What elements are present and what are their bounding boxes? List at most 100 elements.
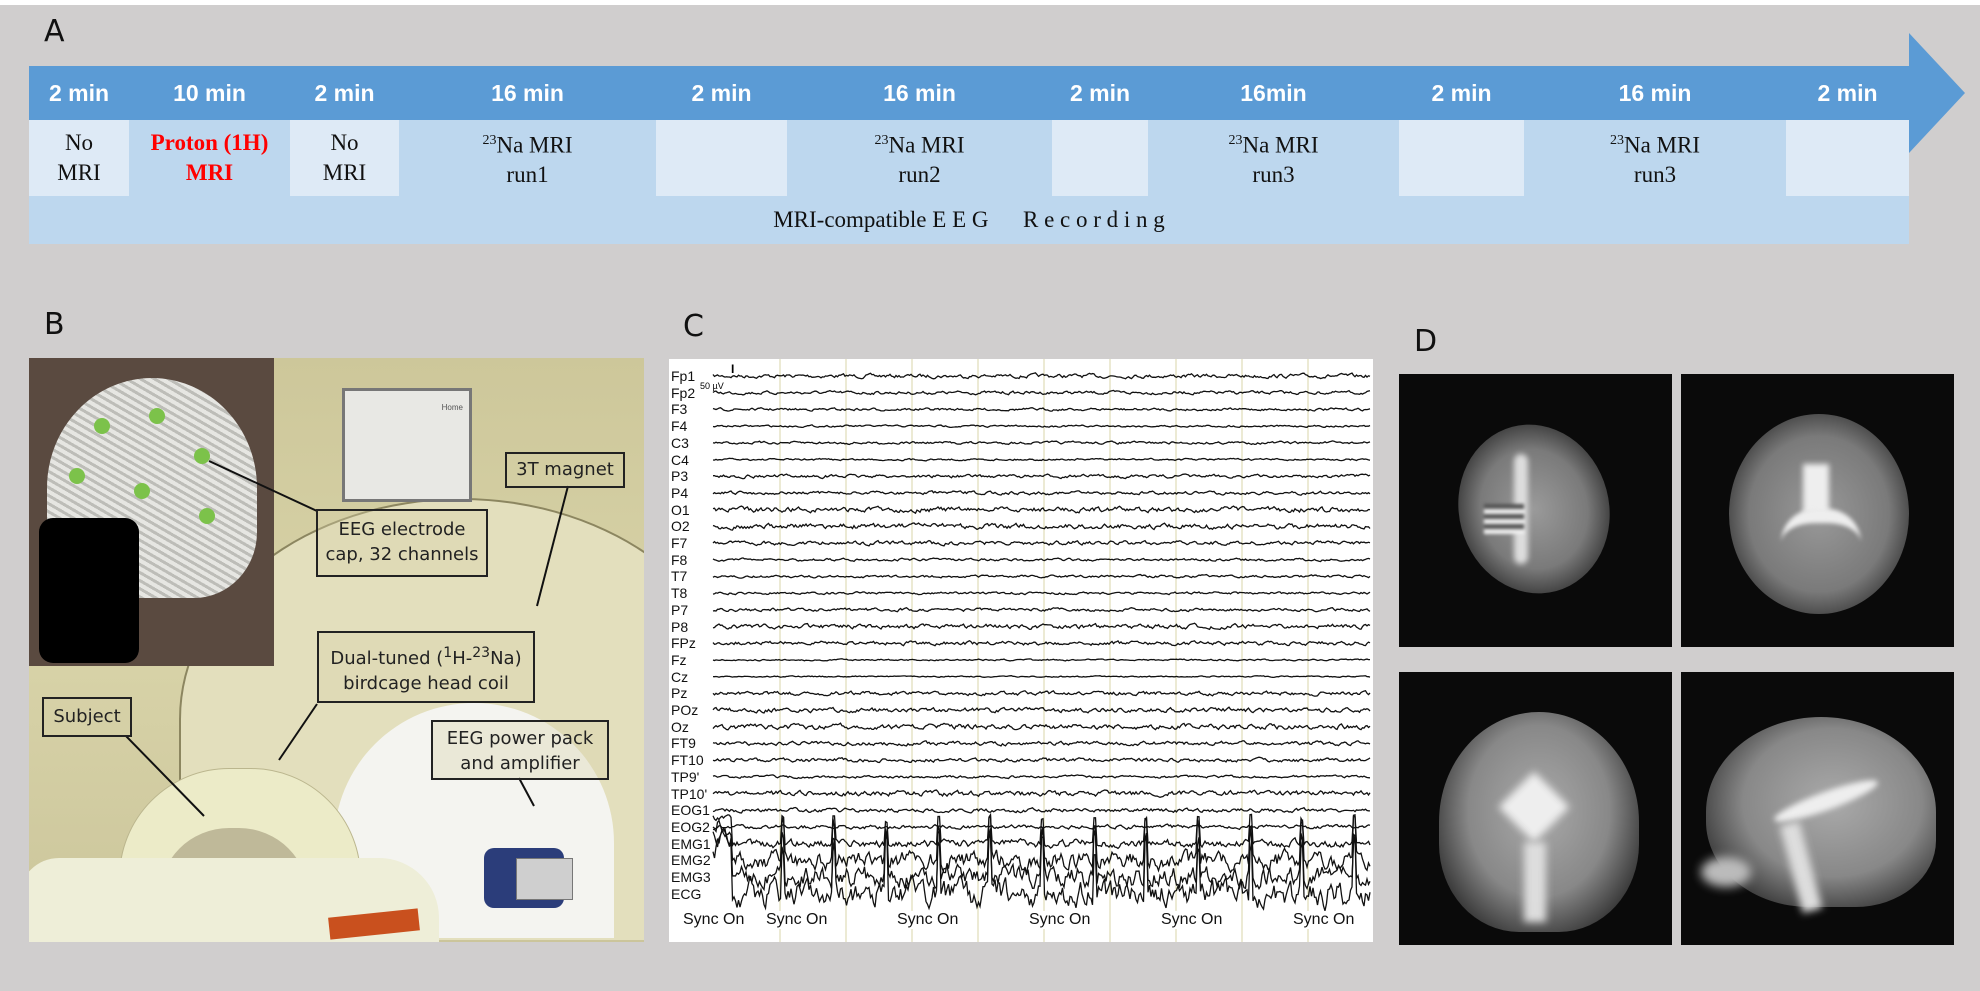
segment-duration: 16 min <box>883 80 956 106</box>
channel-label: T8 <box>671 585 688 602</box>
eeg-trace-c3 <box>712 440 1371 446</box>
eeg-trace-ft10 <box>712 756 1371 764</box>
eeg-trace-c4 <box>712 457 1371 462</box>
electrode <box>69 468 85 484</box>
segment-cell: Proton (1H) MRI <box>129 120 290 196</box>
eeg-trace-fp2 <box>712 389 1371 396</box>
segment-cell: 23Na MRI run3 <box>1524 120 1786 196</box>
channel-label: F8 <box>671 551 688 568</box>
callout-3t-magnet: 3T magnet <box>505 452 625 488</box>
segment-duration: 2 min <box>691 80 752 106</box>
eeg-trace-emg3 <box>712 826 1371 892</box>
channel-label: P3 <box>671 468 689 485</box>
panel-label-a: A <box>44 14 65 49</box>
callout-text: EEG electrode <box>338 519 466 540</box>
segment-duration: 16min <box>1240 80 1307 106</box>
callout-text: and amplifier <box>460 753 580 774</box>
eeg-trace-t8 <box>712 591 1371 596</box>
segment-text: Proton (1H) <box>150 130 269 155</box>
segment-cell: 23Na MRI run1 <box>399 120 656 196</box>
segment-text: Na MRI <box>888 132 965 158</box>
electrode <box>199 508 215 524</box>
eeg-trace-p8 <box>712 622 1371 631</box>
face-redaction <box>39 518 139 663</box>
sodium-mri-coronal <box>1399 672 1672 945</box>
eeg-trace-f8 <box>712 557 1371 563</box>
callout-text: H- <box>452 648 473 669</box>
channel-label: F3 <box>671 401 688 418</box>
segment-cell: No MRI <box>29 120 129 196</box>
scale-bar-icon: I <box>731 362 735 376</box>
eeg-trace-tp9 <box>712 774 1371 780</box>
segment-line2: MRI <box>57 160 101 185</box>
sodium-mri-sagittal <box>1681 672 1954 945</box>
sync-marker: Sync On <box>895 911 961 929</box>
channel-label: Cz <box>671 668 689 685</box>
eeg-trace-panel: Fp1 Fp2 F3 F4 C3 C4 P3 P4 O1 O2 F7 F8 T7 T8 P7 P8 FPz Fz C… <box>669 359 1373 942</box>
electrode <box>134 483 150 499</box>
sync-marker: Sync On <box>1291 911 1357 929</box>
scanner-screen: Home <box>342 388 472 502</box>
eeg-trace-f3 <box>712 406 1371 412</box>
segment-duration: 2 min <box>1069 80 1131 106</box>
channel-label: EMG1 <box>671 835 711 852</box>
isotope-sup: 23 <box>1228 132 1243 148</box>
mri-setup-photo: Home 3T magnet EEG electrode cap, 32 cha… <box>29 358 644 942</box>
channel-label: TP9' <box>671 768 700 785</box>
eeg-trace-f4 <box>712 424 1371 429</box>
segment-cell: 23Na MRI run3 <box>1148 120 1399 196</box>
segment-duration: 16 min <box>1618 80 1692 106</box>
eeg-trace-p7 <box>712 606 1371 613</box>
eeg-trace-poz <box>712 706 1371 714</box>
segment-duration: 2 min <box>48 80 110 106</box>
eeg-cap-inset-photo <box>29 358 274 666</box>
segment-duration: 10 min <box>173 80 246 106</box>
callout-amplifier: EEG power pack and amplifier <box>431 720 609 780</box>
screen-text: Home <box>441 403 463 412</box>
segment-cell <box>1786 120 1909 196</box>
eeg-trace-o2 <box>712 522 1371 531</box>
segment-line2: run3 <box>1252 162 1295 188</box>
eeg-trace-fz <box>712 658 1370 662</box>
sodium-mri-axial-2 <box>1681 374 1954 647</box>
callout-text: Na) <box>490 648 522 669</box>
eeg-traces <box>712 359 1371 942</box>
channel-label: EOG2 <box>671 818 710 835</box>
channel-label: Fp2 <box>671 384 696 401</box>
segment-line1: 23Na MRI <box>874 126 964 161</box>
callout-leaders <box>125 460 569 817</box>
eeg-trace-o1 <box>712 505 1371 515</box>
channel-label: Oz <box>671 718 689 735</box>
segment-line2: MRI <box>322 160 367 185</box>
eeg-recording-row: MRI-compatible E E G R e c o r d i n g <box>29 196 1909 244</box>
segment-line1: No <box>330 128 358 158</box>
eeg-trace-p3 <box>713 473 1371 480</box>
segment-text: No <box>330 130 359 155</box>
segment-line1: Proton (1H) <box>151 128 269 158</box>
channel-label: O1 <box>671 501 690 518</box>
timeline-arrowhead <box>1909 33 1965 153</box>
isotope-sup: 23 <box>874 132 889 148</box>
sync-marker: Sync On <box>681 911 747 929</box>
channel-label: P8 <box>671 618 689 635</box>
channel-label: EMG3 <box>671 869 711 885</box>
panel-label-d: D <box>1414 324 1438 359</box>
segment-line2: run3 <box>1633 162 1677 188</box>
segment-line1: 23Na MRI <box>1610 126 1700 161</box>
isotope-sup: 23 <box>482 132 497 148</box>
eeg-trace-p4 <box>712 489 1371 496</box>
segment-duration: 16 min <box>491 80 564 106</box>
segment-line2: run2 <box>898 162 941 188</box>
segment-cell <box>1399 120 1524 196</box>
channel-label: Fp1 <box>671 368 696 384</box>
electrode <box>149 408 165 424</box>
channel-label: FT10 <box>671 752 704 769</box>
segment-text: Na MRI <box>1623 132 1701 158</box>
channel-label: TP10' <box>671 785 708 802</box>
segment-line2: run1 <box>506 162 549 188</box>
panel-label-c: C <box>683 309 704 344</box>
callout-sup: 23 <box>472 645 491 661</box>
channel-label: T7 <box>671 568 688 585</box>
sync-marker: Sync On <box>1159 911 1225 929</box>
channel-label: P7 <box>671 601 689 618</box>
